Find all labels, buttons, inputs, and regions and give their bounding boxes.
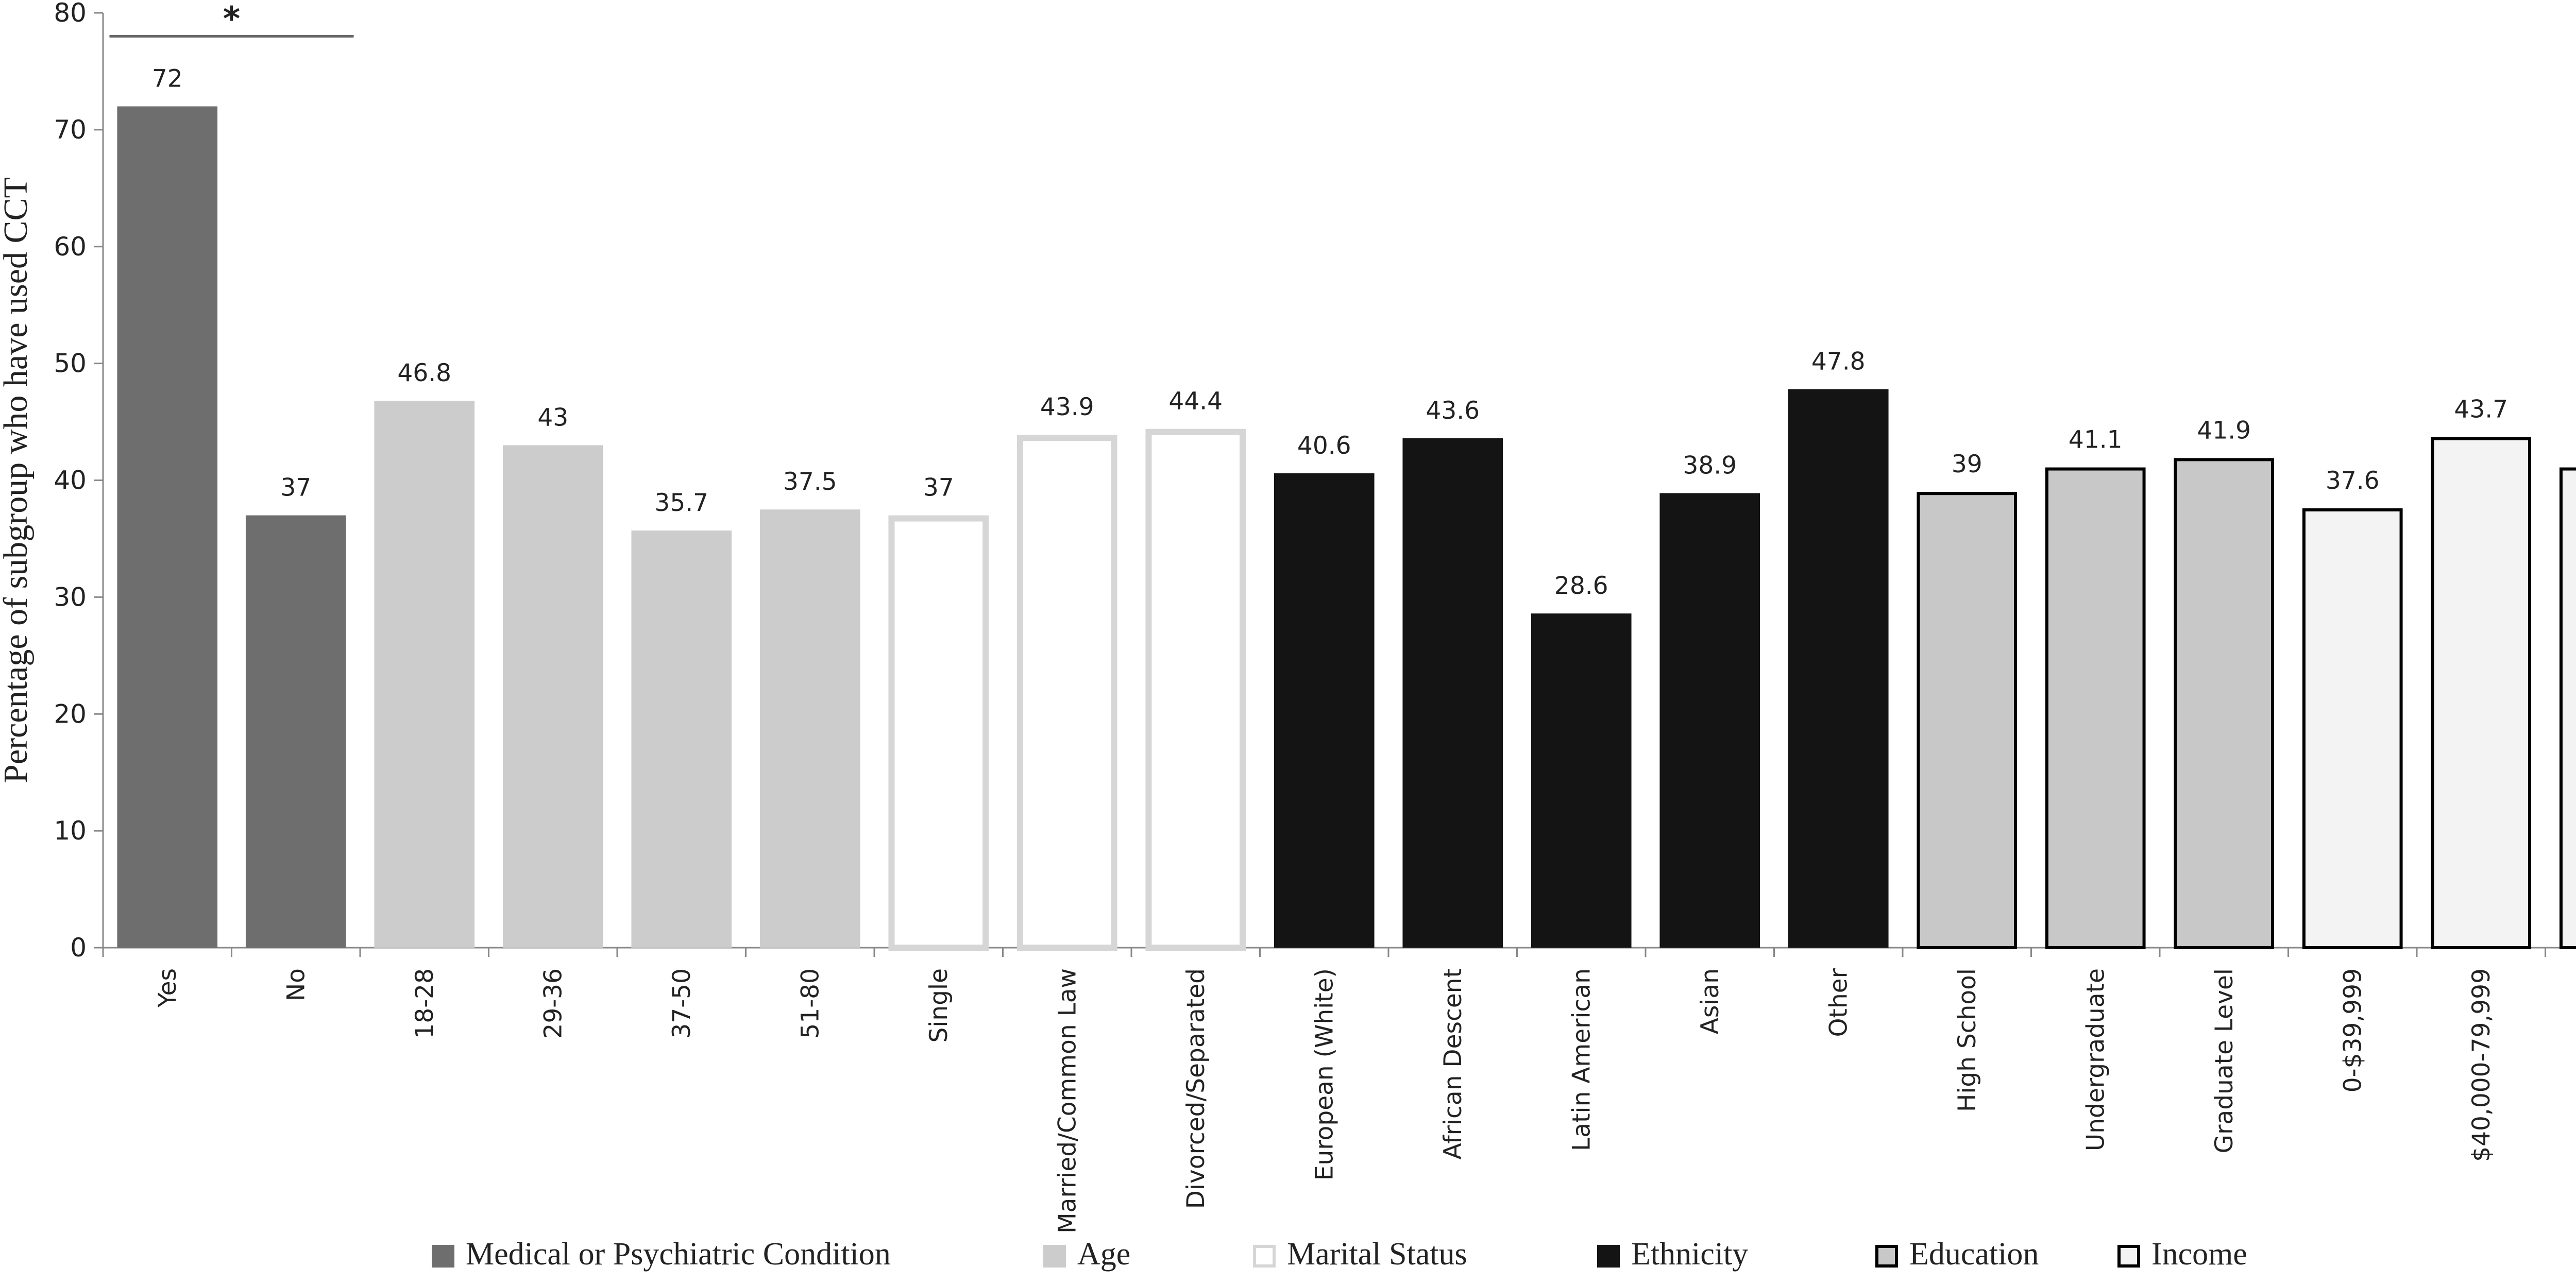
bar[interactable] [117, 106, 218, 948]
bar[interactable] [2045, 467, 2146, 949]
y-tick-label: 20 [54, 699, 87, 729]
data-label: 72 [152, 65, 183, 93]
bar[interactable] [374, 401, 475, 948]
legend-label: Marital Status [1287, 1237, 1467, 1272]
y-tick-label: 50 [54, 349, 87, 379]
bar[interactable] [1016, 435, 1117, 951]
data-label: 40.6 [1297, 432, 1351, 460]
data-label: 37.5 [783, 468, 837, 496]
data-label: 46.8 [397, 359, 451, 387]
bar[interactable] [1274, 473, 1375, 948]
x-category-label: Graduate Level [2210, 968, 2239, 1153]
data-label: 37.6 [2326, 467, 2380, 495]
x-category-label: High School [1953, 968, 1981, 1112]
data-label: 41.1 [2069, 426, 2123, 454]
legend-swatch [1043, 1245, 1066, 1268]
y-tick-label: 60 [54, 232, 87, 262]
y-tick-label: 10 [54, 816, 87, 846]
data-label: 47.8 [1811, 348, 1866, 376]
data-label: 37 [923, 474, 954, 502]
x-category-label: Single [925, 968, 953, 1043]
bar[interactable] [1659, 493, 1760, 948]
data-label: 43.9 [1040, 393, 1094, 421]
bar[interactable] [2559, 467, 2576, 949]
data-label: 39 [1952, 450, 1982, 478]
legend-swatch [432, 1245, 454, 1268]
x-category-label: 51-80 [796, 968, 824, 1039]
bar[interactable] [1531, 613, 1632, 948]
x-category-label: 29-36 [539, 968, 567, 1039]
x-category-label: Other [1824, 968, 1853, 1037]
x-category-label: Undergraduate [2081, 968, 2110, 1151]
y-tick-label: 30 [54, 582, 87, 612]
bar[interactable] [1917, 492, 2018, 949]
y-tick-label: 80 [54, 0, 87, 28]
bar[interactable] [888, 515, 989, 951]
legend-label: Education [1909, 1237, 2039, 1272]
bar[interactable] [631, 530, 732, 948]
data-label: 28.6 [1554, 572, 1608, 600]
data-label: 43.7 [2454, 396, 2508, 424]
legend-swatch [1875, 1245, 1898, 1268]
legend-swatch [1597, 1245, 1620, 1268]
x-category-label: Latin American [1567, 968, 1596, 1151]
x-category-label: $40,000-79,999 [2467, 968, 2496, 1162]
y-tick-label: 70 [54, 115, 87, 145]
data-label: 41.9 [2197, 416, 2251, 444]
legend-swatch [2117, 1245, 2140, 1268]
legend-label: Age [1077, 1237, 1130, 1272]
bar[interactable] [245, 515, 346, 948]
x-category-label: Divorced/Separated [1182, 968, 1210, 1209]
legend-swatch [1253, 1245, 1276, 1268]
x-category-label: 37-50 [668, 968, 696, 1039]
x-category-label: No [282, 968, 310, 1001]
x-category-label: Yes [154, 968, 182, 1008]
data-label: 43.6 [1426, 397, 1480, 425]
data-label: 37 [280, 474, 311, 502]
bar[interactable] [2174, 458, 2275, 949]
y-axis-title: Percentage of subgroup who have used CCT [0, 177, 35, 783]
bar[interactable] [759, 509, 860, 948]
bar[interactable] [1788, 389, 1889, 948]
data-label: 43 [537, 403, 568, 432]
x-category-label: European (White) [1310, 968, 1338, 1180]
legend-label: Ethnicity [1631, 1237, 1748, 1272]
x-category-label: Asian [1696, 968, 1724, 1034]
x-category-label: Married/Common Law [1053, 968, 1081, 1234]
significance-marker: * [223, 0, 240, 38]
bar[interactable] [1145, 429, 1246, 951]
bar[interactable] [502, 445, 603, 948]
legend-label: Medical or Psychiatric Condition [466, 1237, 891, 1272]
data-label: 38.9 [1683, 451, 1737, 480]
x-category-label: 0-$39,999 [2338, 968, 2367, 1092]
bar[interactable] [2302, 508, 2403, 949]
bar[interactable] [2431, 437, 2532, 949]
x-category-label: 18-28 [411, 968, 439, 1039]
x-category-label: African Descent [1439, 968, 1467, 1159]
y-tick-label: 0 [70, 933, 87, 963]
data-label: 44.4 [1168, 387, 1223, 416]
data-label: 35.7 [654, 489, 708, 517]
y-tick-label: 40 [54, 466, 87, 495]
bar[interactable] [1402, 438, 1503, 948]
legend-label: Income [2151, 1237, 2247, 1272]
